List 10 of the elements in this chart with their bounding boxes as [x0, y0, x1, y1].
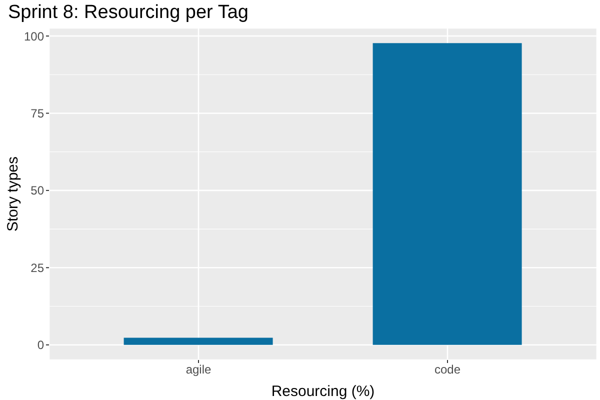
y-tick-label: 75	[30, 106, 44, 120]
y-tick-label: 0	[37, 338, 44, 352]
x-tick-label: code	[434, 362, 461, 377]
y-axis-title: Story types	[4, 156, 22, 232]
x-tick-label: agile	[186, 362, 212, 377]
chart-title: Sprint 8: Resourcing per Tag	[8, 2, 248, 24]
y-tick-label: 100	[24, 29, 44, 44]
y-tick-label: 25	[30, 260, 44, 275]
y-tick-label: 50	[30, 184, 44, 198]
x-axis-title: Resourcing (%)	[271, 383, 375, 400]
